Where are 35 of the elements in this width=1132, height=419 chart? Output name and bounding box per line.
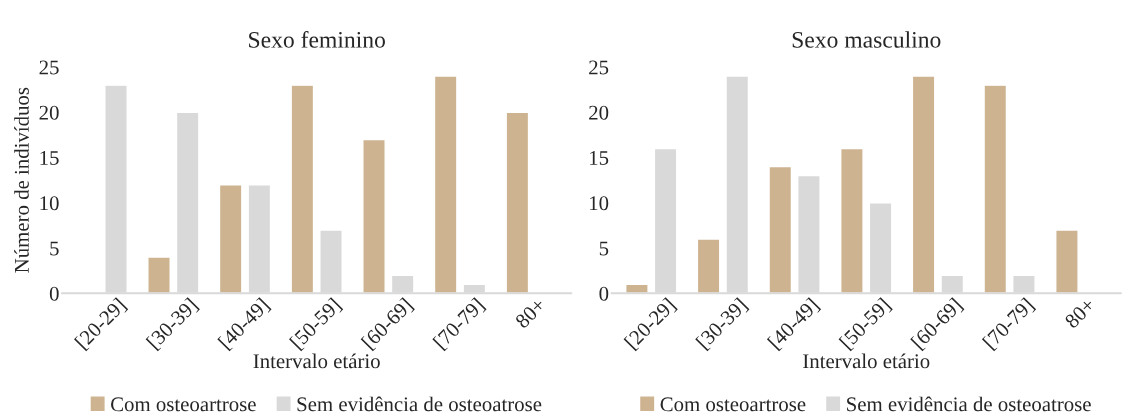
bar — [433, 75, 458, 294]
bar — [983, 84, 1008, 294]
chart-title: Sexo feminino — [249, 30, 385, 48]
legend-label: Sem evidência de osteoatrose — [297, 396, 542, 412]
y-tick-label: 20 — [589, 105, 609, 120]
x-axis-title: Intervalo etário — [253, 353, 380, 369]
bar — [505, 111, 530, 294]
y-tick-label: 0 — [599, 286, 609, 301]
legend-label: Com osteoartrose — [660, 397, 806, 412]
y-tick-label: 25 — [39, 60, 59, 75]
bar — [911, 75, 936, 294]
y-tick-label: 10 — [590, 196, 609, 211]
y-tick-label: 20 — [39, 105, 59, 120]
y-tick-label: 0 — [49, 286, 59, 301]
y-tick-label: 15 — [40, 151, 59, 165]
y-tick-label: 15 — [590, 151, 609, 165]
bar — [696, 238, 721, 294]
y-axis-title: Número de indivíduos — [14, 87, 29, 273]
y-tick-label: 10 — [40, 196, 59, 211]
bar — [362, 138, 386, 294]
x-tick-label: 80+ — [1064, 297, 1096, 329]
bar — [218, 184, 243, 294]
bar — [290, 84, 315, 294]
legend-label: Com osteoartrose — [111, 397, 256, 412]
bar — [840, 147, 864, 294]
x-tick-label: 80+ — [514, 297, 547, 329]
bar — [147, 256, 171, 294]
y-tick-label: 5 — [50, 241, 59, 256]
y-tick-label: 5 — [599, 241, 609, 256]
y-tick-label: 25 — [589, 60, 609, 75]
bar — [1055, 229, 1079, 294]
chart-title: Sexo masculino — [792, 31, 941, 48]
legend-label: Sem evidência de osteoatrose — [847, 396, 1091, 412]
bar — [768, 165, 793, 294]
x-axis-title: Intervalo etário — [803, 353, 930, 369]
